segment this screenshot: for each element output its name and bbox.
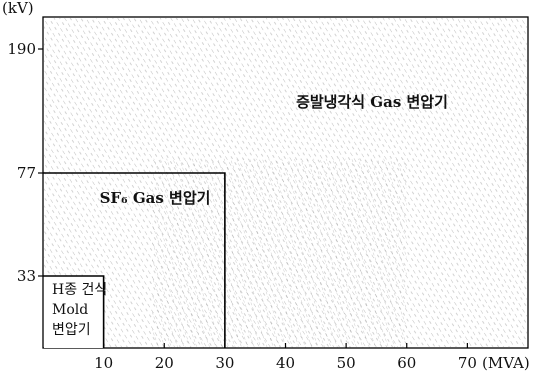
y-tick-label: 33 [17, 267, 36, 285]
x-tick-label: 40 [276, 354, 295, 372]
region-mask-mold [44, 276, 104, 348]
x-tick-label: 60 [397, 354, 416, 372]
region-label-evaporative: 증발냉각식 Gas 변압기 [296, 93, 448, 111]
y-axis-label: (kV) [2, 0, 34, 17]
region-boundary-mold [43, 275, 105, 348]
y-tick-label: 190 [7, 40, 36, 58]
y-tick-label: 77 [17, 164, 36, 182]
region-boundary-sf6 [43, 172, 226, 348]
region-fill-dense [152, 158, 407, 348]
x-tick-label: 10 [94, 354, 113, 372]
x-tick-label: 70 [458, 354, 477, 372]
x-tick-label: 20 [155, 354, 174, 372]
region-label-sf6: SF₆ Gas 변압기 [100, 189, 211, 207]
region-label-mold: H종 건식 Mold 변압기 [52, 282, 107, 338]
x-tick-label: 50 [337, 354, 356, 372]
x-axis-label: (MVA) [482, 354, 530, 372]
x-tick-label: 30 [215, 354, 234, 372]
